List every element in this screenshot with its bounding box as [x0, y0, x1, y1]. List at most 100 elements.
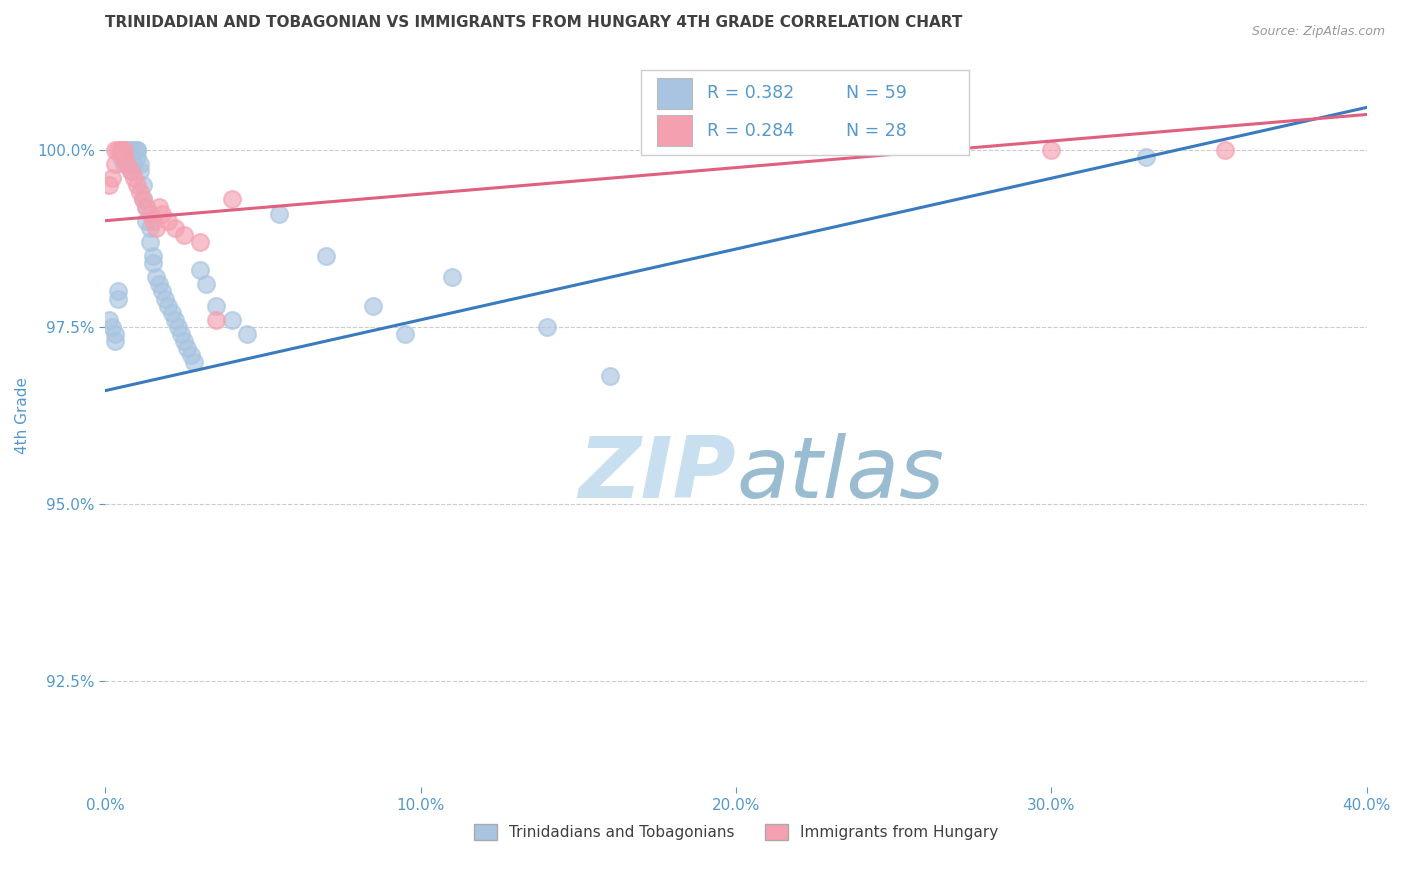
Point	[204, 313, 226, 327]
Point	[1135, 150, 1157, 164]
Point	[167, 319, 190, 334]
Point	[112, 150, 135, 164]
Point	[110, 143, 132, 157]
Point	[135, 200, 157, 214]
Point	[104, 143, 127, 157]
Point	[160, 306, 183, 320]
Text: R = 0.382: R = 0.382	[707, 85, 794, 103]
Point	[536, 319, 558, 334]
Text: N = 28: N = 28	[846, 121, 907, 140]
Point	[125, 143, 148, 157]
Point	[125, 178, 148, 193]
Point	[120, 143, 142, 157]
Point	[204, 299, 226, 313]
Point	[107, 285, 129, 299]
Point	[236, 326, 259, 341]
Point	[112, 143, 135, 157]
Point	[135, 200, 157, 214]
Point	[155, 292, 177, 306]
Point	[188, 235, 211, 249]
Point	[110, 143, 132, 157]
Point	[129, 186, 152, 200]
Point	[112, 143, 135, 157]
Point	[132, 178, 155, 193]
Point	[117, 143, 139, 157]
Point	[138, 220, 160, 235]
Point	[1213, 143, 1236, 157]
Point	[129, 164, 152, 178]
Point	[170, 326, 193, 341]
Bar	[657, 78, 692, 109]
Point	[104, 334, 127, 348]
Point	[117, 157, 139, 171]
Point	[176, 341, 198, 355]
Text: TRINIDADIAN AND TOBAGONIAN VS IMMIGRANTS FROM HUNGARY 4TH GRADE CORRELATION CHAR: TRINIDADIAN AND TOBAGONIAN VS IMMIGRANTS…	[105, 15, 963, 30]
Point	[363, 299, 385, 313]
Point	[315, 249, 337, 263]
Text: R = 0.284: R = 0.284	[707, 121, 794, 140]
Y-axis label: 4th Grade: 4th Grade	[15, 377, 30, 454]
Point	[97, 178, 120, 193]
Point	[150, 285, 173, 299]
Point	[120, 164, 142, 178]
Text: Source: ZipAtlas.com: Source: ZipAtlas.com	[1251, 25, 1385, 38]
Point	[188, 263, 211, 277]
Point	[163, 220, 186, 235]
Point	[221, 313, 243, 327]
Point	[1040, 143, 1063, 157]
Point	[112, 143, 135, 157]
Point	[148, 200, 170, 214]
Bar	[657, 115, 692, 146]
Point	[150, 206, 173, 220]
Point	[394, 326, 416, 341]
Point	[157, 299, 180, 313]
Point	[122, 143, 145, 157]
Point	[97, 313, 120, 327]
Point	[183, 355, 205, 369]
Text: atlas: atlas	[737, 434, 943, 516]
Point	[110, 143, 132, 157]
Point	[138, 206, 160, 220]
Point	[145, 220, 167, 235]
Point	[267, 206, 290, 220]
Point	[138, 235, 160, 249]
Point	[117, 150, 139, 164]
Point	[122, 157, 145, 171]
Point	[107, 292, 129, 306]
Point	[125, 143, 148, 157]
Point	[107, 143, 129, 157]
Point	[157, 213, 180, 227]
Point	[441, 270, 464, 285]
Point	[104, 157, 127, 171]
Point	[179, 348, 201, 362]
Point	[112, 157, 135, 171]
Point	[110, 150, 132, 164]
Point	[599, 369, 621, 384]
Bar	[641, 70, 970, 155]
Point	[173, 227, 195, 242]
Point	[135, 213, 157, 227]
Point	[129, 157, 152, 171]
Point	[142, 213, 165, 227]
Point	[142, 249, 165, 263]
Point	[173, 334, 195, 348]
Point	[148, 277, 170, 292]
Point	[100, 171, 122, 186]
Point	[132, 193, 155, 207]
Point	[145, 270, 167, 285]
Point	[104, 326, 127, 341]
Point	[142, 256, 165, 270]
Point	[120, 164, 142, 178]
Point	[122, 171, 145, 186]
Text: N = 59: N = 59	[846, 85, 907, 103]
Point	[132, 193, 155, 207]
Point	[866, 121, 889, 136]
Point	[100, 319, 122, 334]
Point	[195, 277, 218, 292]
Legend: Trinidadians and Tobagonians, Immigrants from Hungary: Trinidadians and Tobagonians, Immigrants…	[468, 818, 1004, 847]
Point	[125, 150, 148, 164]
Point	[221, 193, 243, 207]
Text: ZIP: ZIP	[578, 434, 737, 516]
Point	[120, 143, 142, 157]
Point	[163, 313, 186, 327]
